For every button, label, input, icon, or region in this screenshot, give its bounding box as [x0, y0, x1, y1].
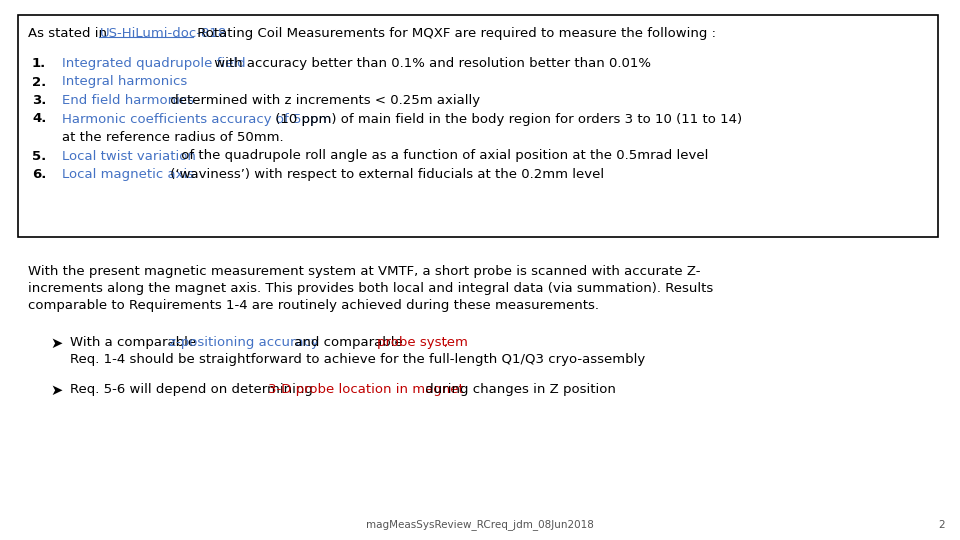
- Text: z-positioning accuracy: z-positioning accuracy: [169, 336, 319, 349]
- Text: with accuracy better than 0.1% and resolution better than 0.01%: with accuracy better than 0.1% and resol…: [210, 57, 651, 70]
- Text: determined with z increments < 0.25m axially: determined with z increments < 0.25m axi…: [166, 94, 480, 107]
- Text: Rotating Coil Measurements for MQXF are required to measure the following :: Rotating Coil Measurements for MQXF are …: [193, 27, 716, 40]
- FancyBboxPatch shape: [18, 15, 938, 237]
- Text: Integral harmonics: Integral harmonics: [62, 76, 187, 89]
- Text: comparable to Requirements 1-4 are routinely achieved during these measurements.: comparable to Requirements 1-4 are routi…: [28, 299, 599, 312]
- Text: ,: ,: [444, 336, 447, 349]
- Text: Integrated quadrupole field: Integrated quadrupole field: [62, 57, 246, 70]
- Text: 2: 2: [938, 520, 945, 530]
- Text: As stated in: As stated in: [28, 27, 111, 40]
- Text: Local magnetic axis: Local magnetic axis: [62, 168, 194, 181]
- Text: With a comparable: With a comparable: [70, 336, 201, 349]
- Text: (10 ppm) of main field in the body region for orders 3 to 10 (11 to 14): (10 ppm) of main field in the body regio…: [271, 112, 742, 125]
- Text: Req. 1-4 should be straightforward to achieve for the full-length Q1/Q3 cryo-ass: Req. 1-4 should be straightforward to ac…: [70, 353, 645, 366]
- Text: and comparable: and comparable: [290, 336, 407, 349]
- Text: Req. 5-6 will depend on determining: Req. 5-6 will depend on determining: [70, 383, 317, 396]
- Text: Local twist variation: Local twist variation: [62, 150, 196, 163]
- Text: increments along the magnet axis. This provides both local and integral data (vi: increments along the magnet axis. This p…: [28, 282, 713, 295]
- Text: magMeasSysReview_RCreq_jdm_08Jun2018: magMeasSysReview_RCreq_jdm_08Jun2018: [366, 519, 594, 530]
- Text: ➤: ➤: [50, 383, 62, 398]
- Text: 3-D probe location in magnet: 3-D probe location in magnet: [268, 383, 464, 396]
- Text: probe system: probe system: [377, 336, 468, 349]
- Text: at the reference radius of 50mm.: at the reference radius of 50mm.: [62, 131, 283, 144]
- Text: 5.: 5.: [32, 150, 46, 163]
- Text: 2.: 2.: [32, 76, 46, 89]
- Text: 3.: 3.: [32, 94, 46, 107]
- Text: (‘waviness’) with respect to external fiducials at the 0.2mm level: (‘waviness’) with respect to external fi…: [166, 168, 605, 181]
- Text: 6.: 6.: [32, 168, 46, 181]
- Text: With the present magnetic measurement system at VMTF, a short probe is scanned w: With the present magnetic measurement sy…: [28, 265, 701, 278]
- Text: US-HiLumi-doc-818: US-HiLumi-doc-818: [100, 27, 227, 40]
- Text: End field harmonics: End field harmonics: [62, 94, 194, 107]
- Text: ➤: ➤: [50, 336, 62, 351]
- Text: 1.: 1.: [32, 57, 46, 70]
- Text: of the quadrupole roll angle as a function of axial position at the 0.5mrad leve: of the quadrupole roll angle as a functi…: [178, 150, 708, 163]
- Text: during changes in Z position: during changes in Z position: [421, 383, 616, 396]
- Text: 4.: 4.: [32, 112, 46, 125]
- Text: Harmonic coefficients accuracy of 5ppm: Harmonic coefficients accuracy of 5ppm: [62, 112, 331, 125]
